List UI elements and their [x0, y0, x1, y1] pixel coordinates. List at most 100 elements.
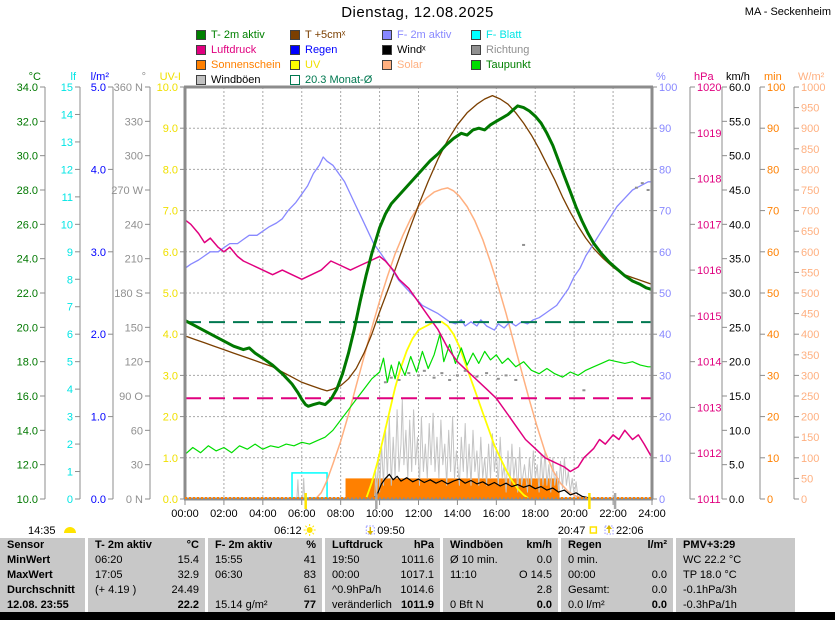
chart-text: 40: [767, 329, 779, 341]
table-cell: 0 min.: [568, 554, 598, 567]
chart-text: 24:00: [638, 508, 666, 520]
chart-text: 1: [67, 467, 73, 479]
legend-label: F- Blatt: [486, 28, 522, 41]
series-T +5cmˣ: [184, 94, 653, 392]
direction-dot: [496, 377, 500, 380]
legend-item: Richtung: [471, 42, 591, 57]
table-row: 00:00 0.0: [561, 568, 673, 583]
chart-text: 20: [767, 412, 779, 424]
chart-text: 20: [659, 412, 671, 424]
direction-dot: [504, 374, 508, 377]
chart-text: 150: [125, 322, 143, 334]
series-Solar: [314, 187, 592, 500]
chart-text: %: [656, 71, 666, 83]
chart-text: 0.0: [163, 494, 178, 506]
legend-swatch-icon: [196, 74, 206, 85]
astro-tick: [613, 493, 617, 509]
table-cell: Sensor: [7, 539, 45, 552]
direction-dot: [634, 186, 638, 189]
chart-text: 350: [801, 350, 819, 362]
table-row: 15.14 g/m² 77: [208, 597, 322, 612]
moonset-icon: [365, 525, 375, 535]
chart-text: 90: [659, 123, 671, 135]
table-cell: 15:55: [215, 554, 243, 567]
table-row: 00:00 1017.1: [325, 568, 440, 583]
chart-text: 70: [659, 206, 671, 218]
chart-text: 1.0: [163, 453, 178, 465]
table-cell: MaxWert: [7, 568, 53, 581]
table-cell: Luftdruck: [332, 539, 383, 552]
table-cell: 2.8: [536, 583, 552, 596]
moonrise-icon: [604, 525, 614, 535]
legend-swatch-icon: [196, 29, 206, 40]
table-cell: 0.0: [651, 598, 667, 611]
table-cell: 11:10: [450, 568, 477, 581]
chart-text: 34.0: [17, 82, 38, 94]
table-cell: 15.14 g/m²: [215, 598, 268, 611]
chart-text: 1012: [697, 448, 721, 460]
chart-text: 14.0: [17, 425, 38, 437]
astro-tick: [304, 493, 307, 509]
chart-text: 2.0: [91, 329, 106, 341]
series-Luftdruck: [184, 219, 653, 473]
legend-swatch-icon: [290, 29, 300, 40]
chart-text: 25.0: [729, 322, 750, 334]
legend-label: 20.3 Monat-Ø: [305, 73, 373, 86]
chart-text: 60.0: [729, 82, 750, 94]
chart-text: 5: [67, 357, 73, 369]
table-cell: %: [306, 539, 316, 552]
legend-swatch-icon: [382, 44, 392, 55]
table-cell: WC 22.2 °C: [683, 554, 742, 567]
chart-text: 80: [659, 164, 671, 176]
legend-item: F- 2m aktiv: [382, 27, 471, 42]
table-row: Ø 10 min. 0.0: [443, 553, 558, 568]
chart-text: lf: [71, 71, 77, 83]
sun-half-icon: [64, 527, 76, 533]
chart-text: 800: [801, 164, 819, 176]
chart-text: 2.0: [163, 412, 178, 424]
chart-text: 650: [801, 226, 819, 238]
chart-text: 7.0: [163, 206, 178, 218]
table-cell: F- 2m aktiv: [215, 539, 273, 552]
legend-item: Regen: [290, 42, 382, 57]
table-row: 0 min.: [561, 553, 673, 568]
table-cell: 24.49: [171, 583, 199, 596]
table-cell: PMV+3:29: [683, 539, 736, 552]
chart-text: 360 N: [114, 82, 143, 94]
table-cell: -0.3hPa/1h: [683, 598, 737, 611]
bottom-bar: [0, 612, 835, 620]
chart-text: 150: [801, 432, 819, 444]
chart-text: 270 W: [111, 185, 143, 197]
chart-text: 100: [767, 82, 785, 94]
chart-text: 14:00: [444, 508, 472, 520]
chart-text: 30.0: [17, 151, 38, 163]
legend-label: T +5cmˣ: [305, 28, 346, 41]
legend-swatch-icon: [382, 29, 392, 40]
table-cell: 22.2: [177, 598, 199, 611]
table-cell: 0.0 l/m²: [568, 598, 605, 611]
chart-text: 200: [801, 412, 819, 424]
table-row: -0.1hPa/3h: [676, 582, 795, 597]
chart-text: 04:00: [249, 508, 277, 520]
table-row: Luftdruck hPa: [325, 538, 440, 553]
chart-text: 20:47: [558, 525, 586, 537]
chart-text: 14:35: [28, 525, 56, 537]
table-cell: Regen: [568, 539, 602, 552]
chart-text: 90: [767, 123, 779, 135]
table-column: T- 2m aktiv °C 06:20 15.4 17:05 32.9 (+ 4.19 )…: [88, 538, 205, 612]
chart-text: 30: [659, 370, 671, 382]
sunset-icon: [589, 526, 598, 534]
chart-text: 20:00: [560, 508, 588, 520]
legend-swatch-icon: [471, 44, 481, 55]
table-column: Sensor MinWert MaxWert Durchschnitt 12.08. 2…: [0, 538, 85, 612]
chart-text: 120: [125, 357, 143, 369]
table-cell: (+ 4.19 ): [95, 583, 137, 596]
legend-item: 20.3 Monat-Ø: [290, 72, 382, 87]
chart-text: 0: [67, 494, 73, 506]
chart-text: 3.0: [163, 370, 178, 382]
chart-text: 330: [125, 116, 143, 128]
stats-table: Sensor MinWert MaxWert Durchschnitt 12.08. 2…: [0, 538, 835, 612]
series-UV: [365, 320, 530, 500]
page-title: Dienstag, 12.08.2025: [341, 4, 494, 21]
chart-text: 700: [801, 206, 819, 218]
